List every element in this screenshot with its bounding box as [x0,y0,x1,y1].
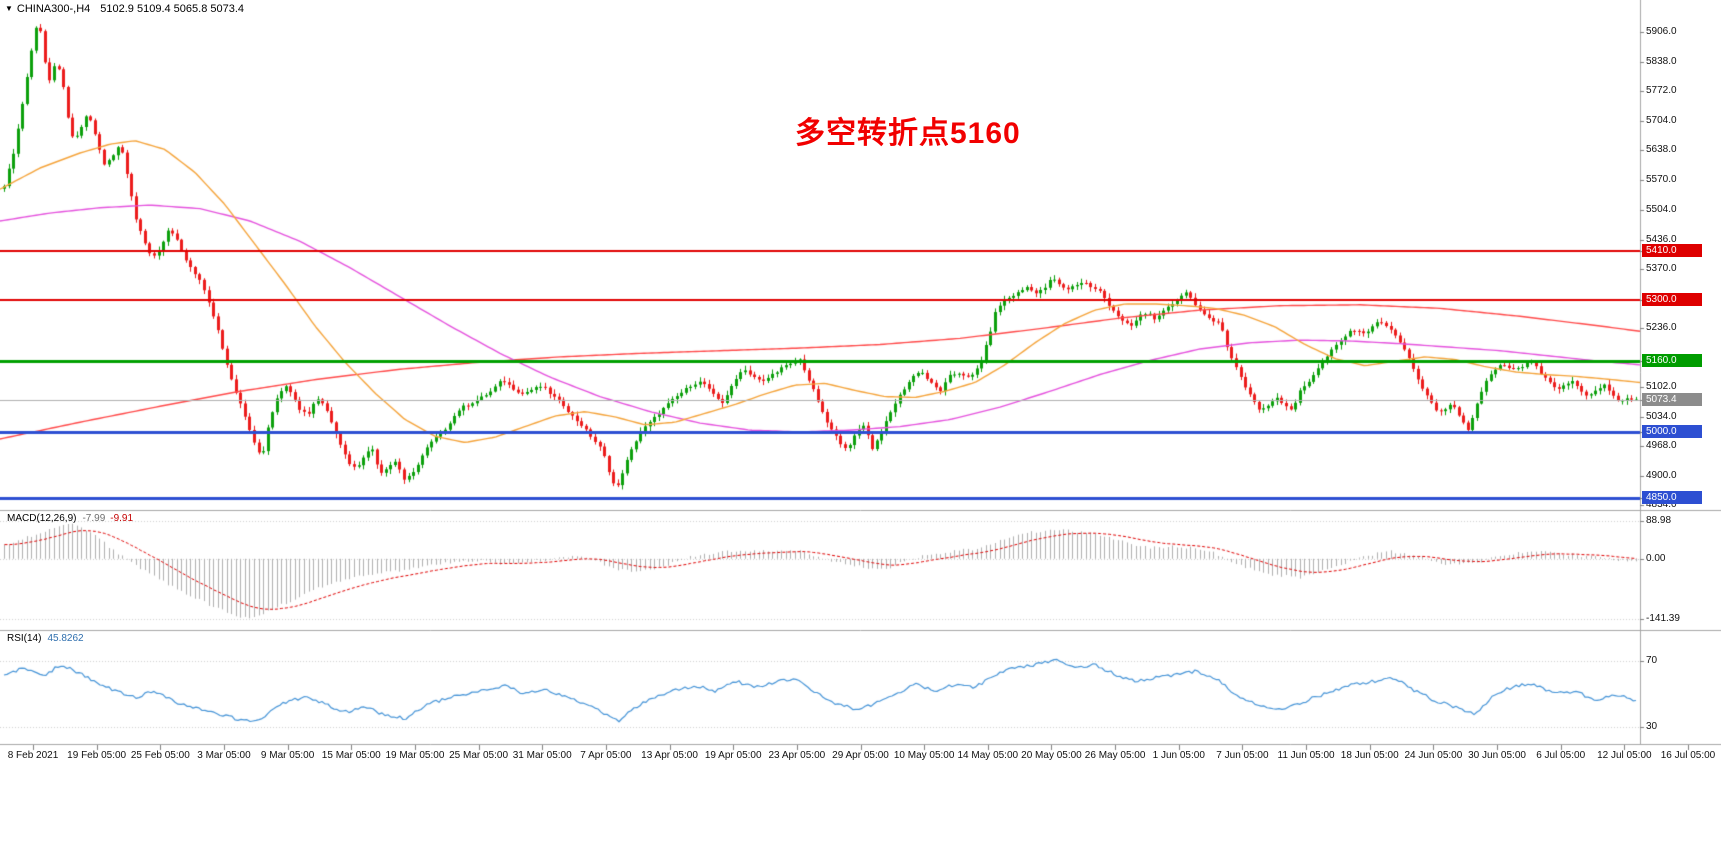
time-axis-label: 30 Jun 05:00 [1468,750,1526,761]
price-axis-label: 4834.0 [1646,499,1677,511]
price-level-badge: 4850.0 [1642,491,1702,505]
price-axis-label: 5906.0 [1646,26,1677,38]
time-axis-label: 29 Apr 05:00 [832,750,889,761]
price-axis-label: 5704.0 [1646,115,1677,127]
rsi-indicator-label: RSI(14) 45.8262 [7,633,84,644]
macd-axis-label: 88.98 [1646,514,1672,526]
time-axis-label: 7 Jun 05:00 [1216,750,1269,761]
time-axis-label: 16 Jul 05:00 [1660,750,1716,761]
time-axis-label: 10 May 05:00 [893,750,955,761]
main-chart-panel[interactable] [0,18,1640,510]
symbol-period-label: CHINA300-,H4 [16,3,91,15]
time-axis-label: 23 Apr 05:00 [768,750,826,761]
time-axis-label: 3 Mar 05:00 [197,750,251,761]
time-axis-label: 25 Mar 05:00 [449,750,509,761]
time-axis-label: 19 Feb 05:00 [67,750,127,761]
price-axis-label: 5570.0 [1646,174,1677,186]
time-axis-label: 7 Apr 05:00 [580,750,632,761]
time-axis-label: 6 Jul 05:00 [1536,750,1586,761]
price-axis-label: 5638.0 [1646,144,1677,156]
price-level-badge: 5300.0 [1642,292,1702,306]
price-axis-label: 4900.0 [1646,470,1677,482]
rsi-value: 45.8262 [47,633,84,644]
chart-annotation-text[interactable]: 多空转折点5160 [795,117,1021,150]
price-axis-label: 5370.0 [1646,262,1677,274]
time-axis-label: 1 Jun 05:00 [1152,750,1205,761]
time-axis-label: 19 Mar 05:00 [385,750,445,761]
time-axis-label: 14 May 05:00 [957,750,1019,761]
symbol-dropdown-icon[interactable]: ▼ [5,4,13,13]
time-axis-label: 20 May 05:00 [1021,750,1082,761]
price-level-badge: 5410.0 [1642,243,1702,257]
price-axis-label: 5236.0 [1646,321,1677,333]
macd-indicator-label: MACD(12,26,9) -7.99 -9.91 [7,513,133,524]
time-axis-label: 24 Jun 05:00 [1404,750,1463,761]
ohlc-values: 5102.9 5109.4 5065.8 5073.4 [100,3,245,15]
price-axis-label: 4968.0 [1646,440,1677,452]
macd-axis-label: -141.39 [1646,612,1680,624]
time-axis-label: 8 Feb 2021 [7,750,59,761]
price-axis-label: 5838.0 [1646,56,1677,68]
time-axis-label: 12 Jul 05:00 [1597,750,1652,761]
price-level-badge: 5000.0 [1642,424,1702,438]
time-axis-label: 15 Mar 05:00 [321,750,381,761]
macd-main-value: -7.99 [82,513,106,524]
time-axis-label: 13 Apr 05:00 [641,750,698,761]
price-axis-label: 5772.0 [1646,85,1677,97]
time-axis-label: 9 Mar 05:00 [260,750,315,761]
macd-panel[interactable] [0,511,1640,630]
price-axis-label: 5504.0 [1646,203,1677,215]
price-axis-label: 5102.0 [1646,380,1677,392]
symbol-header: ▼ CHINA300-,H4 5102.9 5109.4 5065.8 5073.4 [5,3,244,17]
rsi-axis-label: 30 [1646,720,1658,732]
rsi-name: RSI(14) [7,633,42,644]
time-axis-label: 25 Feb 05:00 [130,750,190,761]
macd-axis-label: 0.00 [1646,552,1666,564]
macd-name: MACD(12,26,9) [7,513,77,524]
time-axis-label: 31 Mar 05:00 [512,750,572,761]
price-level-badge: 5073.4 [1642,392,1702,406]
time-axis-label: 19 Apr 05:00 [704,750,762,761]
price-level-badge: 5160.0 [1642,354,1702,368]
time-axis-label: 18 Jun 05:00 [1340,750,1399,761]
time-axis-label: 26 May 05:00 [1084,750,1146,761]
time-axis-label: 11 Jun 05:00 [1277,750,1335,761]
rsi-axis-label: 70 [1646,655,1658,667]
macd-signal-value: -9.91 [110,513,134,524]
price-axis[interactable] [1640,0,1721,745]
price-axis-label: 5034.0 [1646,410,1677,422]
rsi-panel[interactable] [0,631,1640,744]
price-axis-label: 5436.0 [1646,233,1677,245]
